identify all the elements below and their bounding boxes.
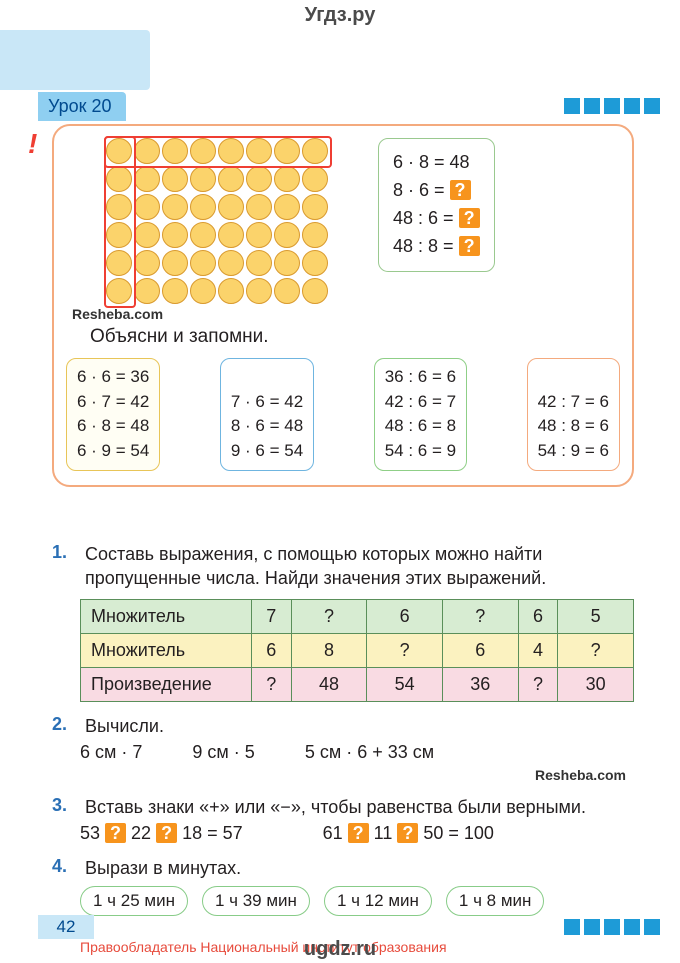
- math-box: 42 : 7 = 648 : 8 = 654 : 9 = 6: [527, 358, 620, 471]
- task-3-equations: 53 ? 22 ? 18 = 5761 ? 11 ? 50 = 100: [80, 823, 636, 844]
- explain-text: Объясни и запомни.: [90, 326, 620, 348]
- time-pill: 1 ч 25 мин: [80, 886, 188, 916]
- watermark-resheba-2: Resheba.com: [52, 767, 626, 783]
- task-text: Вычисли.: [85, 714, 633, 738]
- math-box: 36 : 6 = 642 : 6 = 748 : 6 = 854 : 6 = 9: [374, 358, 467, 471]
- time-pill: 1 ч 8 мин: [446, 886, 545, 916]
- header-bar: [0, 30, 150, 90]
- time-pill: 1 ч 39 мин: [202, 886, 310, 916]
- page: Угдз.ру Урок 20 ! 6 · 8 = 488 · 6 = ?48 …: [0, 0, 680, 963]
- task-4-times: 1 ч 25 мин 1 ч 39 мин 1 ч 12 мин 1 ч 8 мин: [80, 886, 636, 916]
- math-box: 6 · 6 = 366 · 7 = 426 · 8 = 486 · 9 = 54: [66, 358, 160, 471]
- task-number: 3.: [52, 795, 80, 816]
- lesson-tab: Урок 20: [38, 92, 126, 121]
- time-pill: 1 ч 12 мин: [324, 886, 432, 916]
- task-text: Вставь знаки «+» или «−», чтобы равенств…: [85, 795, 633, 819]
- equation-box-top: 6 · 8 = 488 · 6 = ?48 : 6 = ?48 : 8 = ?: [378, 138, 495, 272]
- task-2-items: 6 см · 79 см · 55 см · 6 + 33 см: [80, 742, 636, 763]
- page-number: 42: [38, 915, 94, 939]
- math-box: 7 · 6 = 428 · 6 = 489 · 6 = 54: [220, 358, 314, 471]
- circle-array: [106, 138, 328, 304]
- task-number: 1.: [52, 542, 80, 563]
- task-1-table: Множитель7?6?65Множитель68?64?Произведен…: [80, 599, 634, 702]
- task-number: 2.: [52, 714, 80, 735]
- math-boxes-row: 6 · 6 = 366 · 7 = 426 · 8 = 486 · 9 = 54…: [66, 358, 620, 471]
- tasks-section: 1. Составь выражения, с помощью которых …: [52, 542, 636, 928]
- task-3: 3. Вставь знаки «+» или «−», чтобы равен…: [52, 795, 636, 844]
- watermark-bottom: ugdz.ru: [0, 938, 680, 961]
- watermark-top: Угдз.ру: [0, 4, 680, 27]
- attention-icon: !: [28, 128, 37, 160]
- decor-squares-top: [564, 98, 660, 114]
- task-2: 2. Вычисли. 6 см · 79 см · 55 см · 6 + 3…: [52, 714, 636, 783]
- decor-squares-bottom: [564, 919, 660, 935]
- task-text: Вырази в минутах.: [85, 856, 633, 880]
- task-text: Составь выражения, с помощью которых мож…: [85, 542, 633, 591]
- theory-box: 6 · 8 = 488 · 6 = ?48 : 6 = ?48 : 8 = ? …: [52, 124, 634, 487]
- task-4: 4. Вырази в минутах. 1 ч 25 мин 1 ч 39 ми…: [52, 856, 636, 916]
- watermark-resheba-1: Resheba.com: [72, 306, 620, 322]
- task-number: 4.: [52, 856, 80, 877]
- task-1: 1. Составь выражения, с помощью которых …: [52, 542, 636, 702]
